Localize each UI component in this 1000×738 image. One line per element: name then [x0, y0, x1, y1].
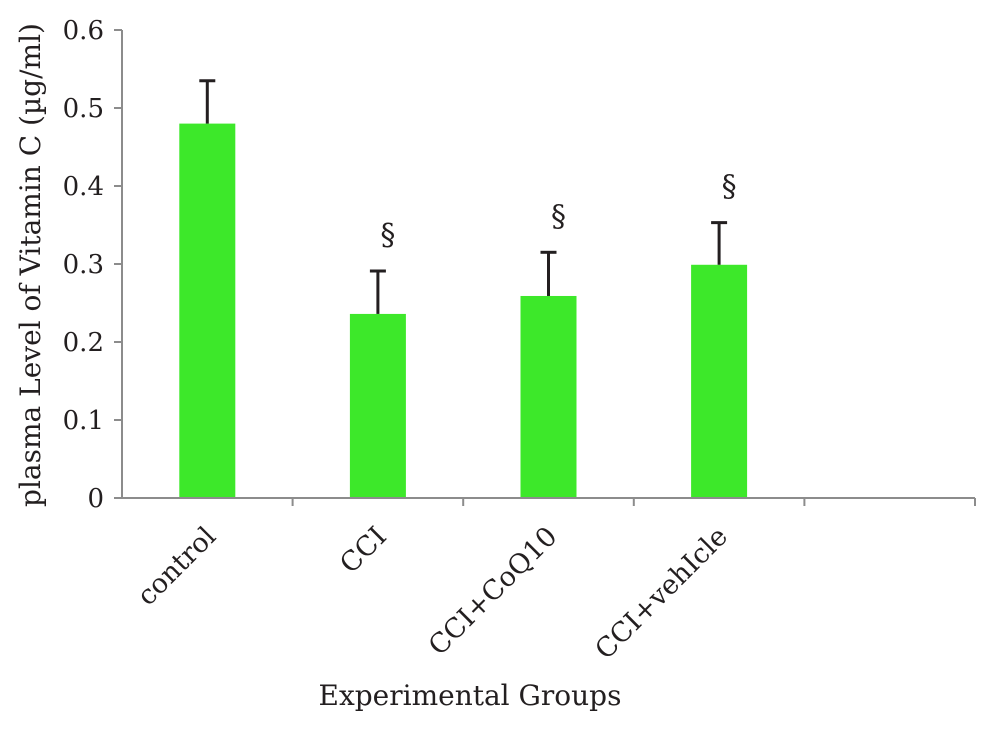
significance-marker-1: §: [380, 218, 395, 253]
bar-0: [179, 123, 236, 498]
x-tick-label-3: CCI+vehIcle: [589, 521, 734, 666]
y-tick-label: 0.2: [63, 328, 104, 358]
error-bars: [199, 79, 728, 314]
x-tick-label-0: control: [131, 521, 222, 612]
y-tick-label: 0.6: [63, 16, 104, 46]
bar-1: [349, 313, 406, 498]
x-tick-label-1: CCI: [334, 521, 393, 580]
bar-2: [520, 295, 577, 498]
bar-3: [691, 264, 748, 498]
y-tick-label: 0.4: [63, 172, 104, 202]
y-tick-label: 0.1: [63, 406, 104, 436]
significance-markers: § § §: [380, 170, 736, 253]
significance-marker-3: §: [722, 170, 737, 205]
x-tick-label-2: CCI+CoQ10: [423, 521, 564, 662]
y-axis-ticks: 0 0.1 0.2 0.3 0.4 0.5 0.6: [63, 16, 122, 514]
significance-marker-2: §: [551, 199, 566, 234]
y-tick-label: 0: [87, 484, 104, 514]
axes: [121, 30, 976, 506]
x-axis-labels: control CCI CCI+CoQ10 CCI+vehIcle: [131, 521, 734, 666]
x-axis-title: Experimental Groups: [319, 679, 622, 712]
y-tick-label: 0.3: [63, 250, 104, 280]
y-tick-label: 0.5: [63, 94, 104, 124]
bars: [179, 123, 748, 498]
y-axis-title: plasma Level of Vitamin C (µg/ml): [14, 23, 47, 507]
